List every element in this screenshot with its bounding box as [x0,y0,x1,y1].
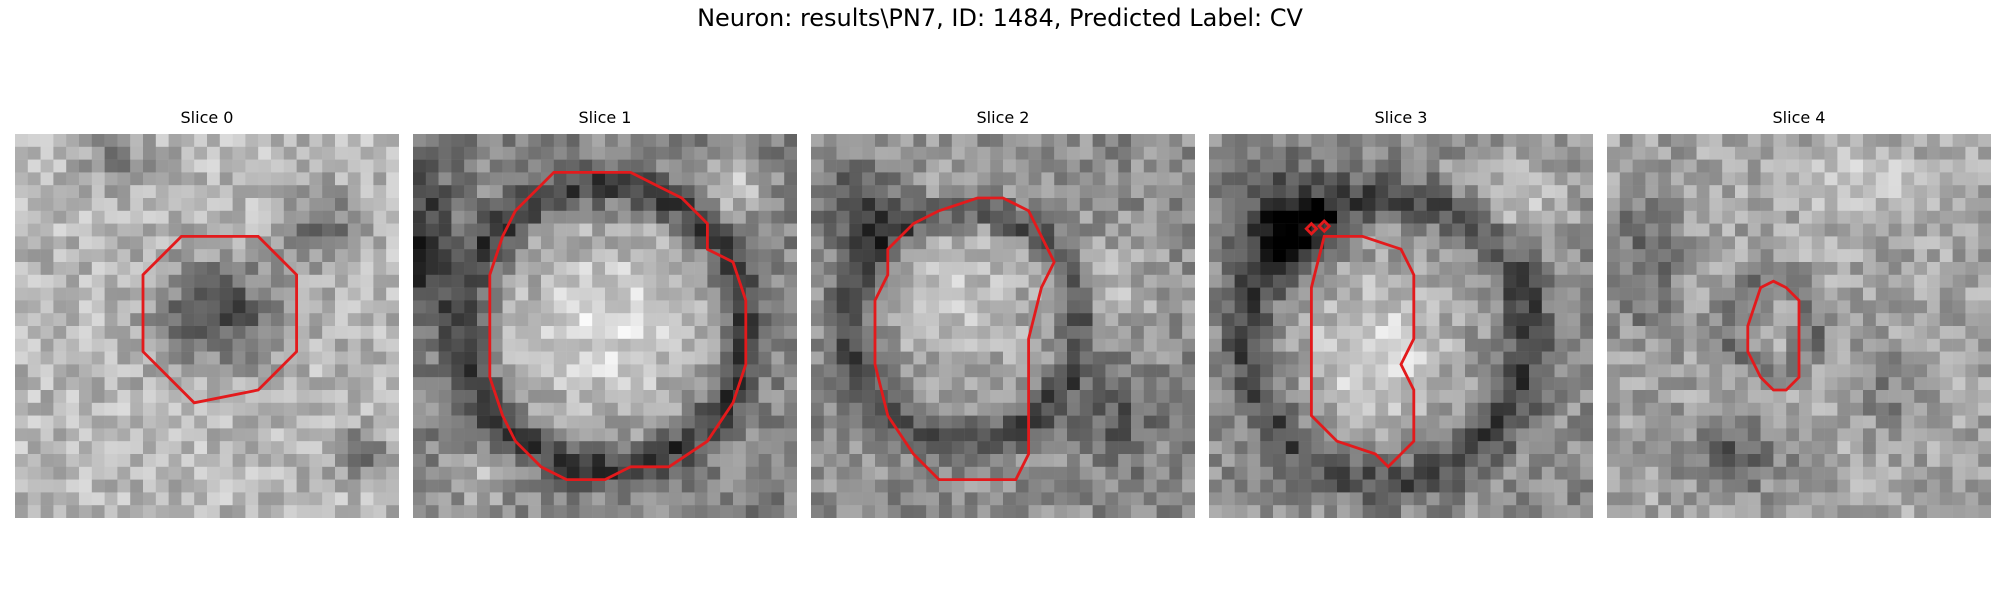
slice-panel-0: Slice 0 [15,108,399,528]
grayscale-pixels [1209,134,1593,518]
slice-title: Slice 3 [1209,108,1593,127]
slice-panel-1: Slice 1 [413,108,797,528]
slice-title: Slice 4 [1607,108,1991,127]
slice-image [413,134,797,518]
grayscale-pixels [811,134,1195,518]
slice-title: Slice 1 [413,108,797,127]
slice-image [1607,134,1991,518]
slice-title: Slice 2 [811,108,1195,127]
slice-image [1209,134,1593,518]
slice-panel-2: Slice 2 [811,108,1195,528]
slice-title: Slice 0 [15,108,399,127]
slice-panel-4: Slice 4 [1607,108,1991,528]
slice-image [811,134,1195,518]
grayscale-pixels [413,134,797,518]
grayscale-pixels [15,134,399,518]
slice-image [15,134,399,518]
slice-panel-3: Slice 3 [1209,108,1593,528]
